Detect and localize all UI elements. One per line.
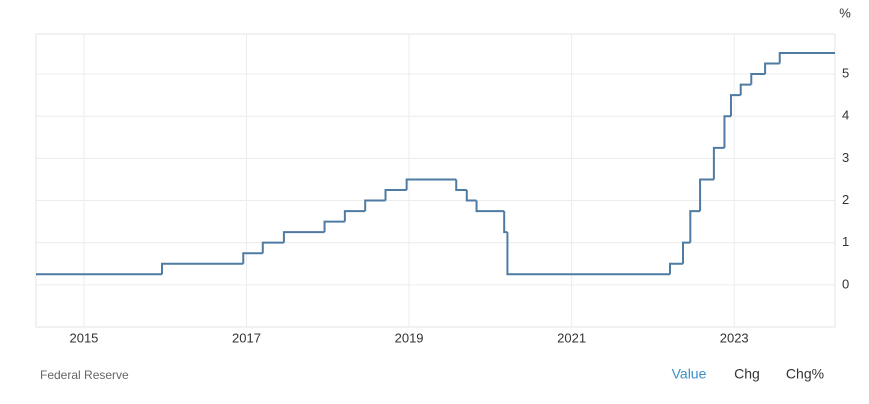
step-segment [764, 62, 780, 75]
plot-frame [35, 33, 836, 328]
step-segment [455, 179, 467, 191]
step-segment [364, 199, 386, 212]
x-tick-label: 2021 [557, 330, 586, 345]
grid [36, 34, 835, 327]
step-segment [160, 262, 244, 275]
step-segment [465, 189, 477, 202]
marks [36, 51, 835, 276]
step-segment [668, 262, 684, 275]
step-segment [723, 115, 731, 148]
step-segment [729, 94, 741, 117]
step-segment [503, 211, 508, 234]
y-unit: % [839, 5, 851, 20]
x-tick-label: 2023 [720, 330, 749, 345]
step-segment [242, 252, 263, 264]
x-tick-label: 2017 [232, 330, 261, 345]
step-segment [778, 51, 835, 64]
step-segment [739, 83, 752, 96]
step-segment [506, 232, 670, 276]
step-segment [682, 241, 691, 264]
step-segment [689, 210, 701, 243]
source: Federal Reserve [40, 368, 129, 382]
tab[interactable]: Chg [734, 366, 760, 382]
x-tick-label: 2015 [69, 330, 98, 345]
step-segment [384, 188, 407, 201]
x-tick-label: 2019 [395, 330, 424, 345]
y-tick-label: 5 [842, 65, 849, 80]
step-segment [323, 220, 345, 233]
step-segment [405, 178, 457, 190]
step-segment [475, 200, 505, 213]
y-tick-label: 2 [842, 192, 849, 207]
step-segment [699, 178, 714, 212]
step-segment [282, 231, 325, 243]
tab[interactable]: Chg% [786, 366, 824, 382]
y-tick-label: 0 [842, 276, 849, 291]
y-tick-label: 3 [842, 150, 849, 165]
y-tick-label: 4 [842, 108, 849, 123]
step-segment [343, 210, 366, 222]
step-segment [261, 241, 284, 254]
tab[interactable]: Value [672, 366, 707, 382]
step-segment [712, 146, 725, 180]
y-tick-label: 1 [842, 234, 849, 249]
step-segment [750, 73, 766, 85]
